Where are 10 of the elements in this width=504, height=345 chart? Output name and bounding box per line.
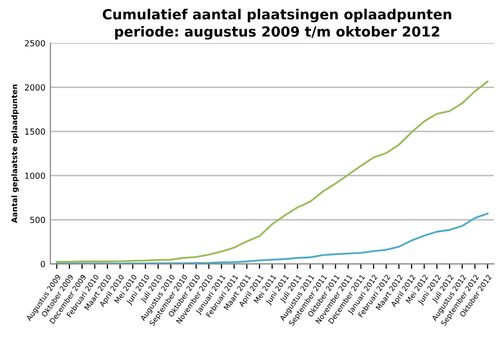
y-tick-label: 1500 bbox=[25, 128, 45, 135]
y-tick-label: 500 bbox=[30, 216, 45, 224]
y-tick-label: 2000 bbox=[24, 84, 45, 91]
chart-subtitle: periode: augustus 2009 t/m oktober 2012 bbox=[115, 26, 440, 40]
y-tick-label: 2500 bbox=[24, 40, 45, 46]
y-tick-label: 1000 bbox=[25, 172, 45, 179]
line-series bbox=[56, 80, 488, 263]
line-series bbox=[56, 212, 488, 264]
y-tick-label: 0 bbox=[40, 260, 45, 268]
chart-title: Cumulatief aantal plaatsingen oplaadpunten bbox=[102, 8, 452, 22]
